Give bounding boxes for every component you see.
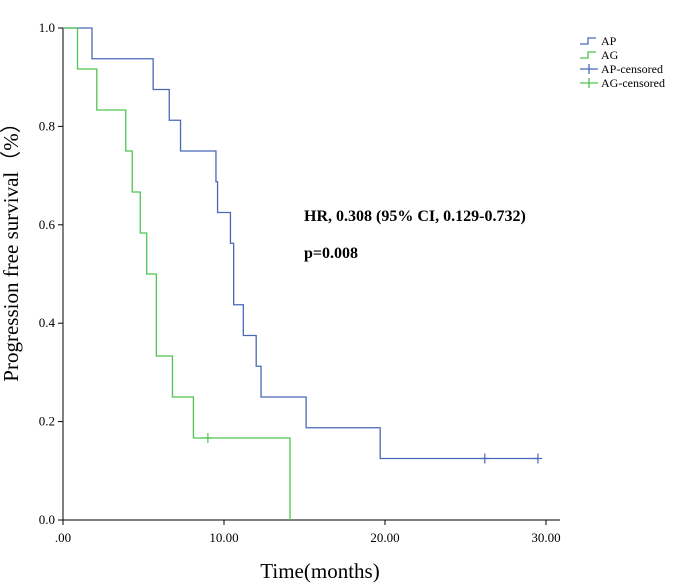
censor-mark-ap [480, 453, 489, 464]
legend-label: AG-censored [601, 76, 665, 90]
legend-label: AP-censored [601, 62, 663, 76]
x-tick-label: 10.00 [209, 530, 238, 545]
censor-mark-ap [533, 453, 542, 464]
x-axis-ticks: .00 10.00 20.00 30.00 [55, 520, 561, 545]
survival-curve-ap [63, 27, 538, 460]
censor-mark-ag [203, 432, 212, 443]
legend-swatch [580, 51, 596, 59]
y-tick-label: 1.0 [39, 20, 55, 35]
y-tick-label: 0.8 [39, 118, 55, 133]
legend-swatch [580, 64, 598, 74]
p-value-annotation: p=0.008 [304, 245, 358, 262]
y-tick-label: 0.4 [39, 315, 56, 330]
y-tick-label: 0.6 [39, 217, 56, 232]
y-axis-title: Progression free survival（%） [0, 112, 23, 381]
x-tick-label: .00 [55, 530, 71, 545]
x-tick-label: 20.00 [370, 530, 399, 545]
y-axis-ticks: 0.0 0.2 0.4 0.6 0.8 1.0 [39, 20, 63, 527]
series-layer [63, 27, 542, 520]
legend-label: AG [601, 48, 619, 62]
legend-swatch [580, 78, 598, 88]
x-tick-label: 30.00 [531, 530, 560, 545]
hr-annotation: HR, 0.308 (95% CI, 0.129-0.732) [304, 208, 526, 225]
x-axis-title: Time(months) [260, 559, 379, 583]
legend-swatch [580, 37, 596, 45]
legend-label: AP [601, 34, 617, 48]
y-tick-label: 0.2 [39, 414, 55, 429]
y-tick-label: 0.0 [39, 512, 55, 527]
survival-curve-ag [63, 27, 291, 520]
